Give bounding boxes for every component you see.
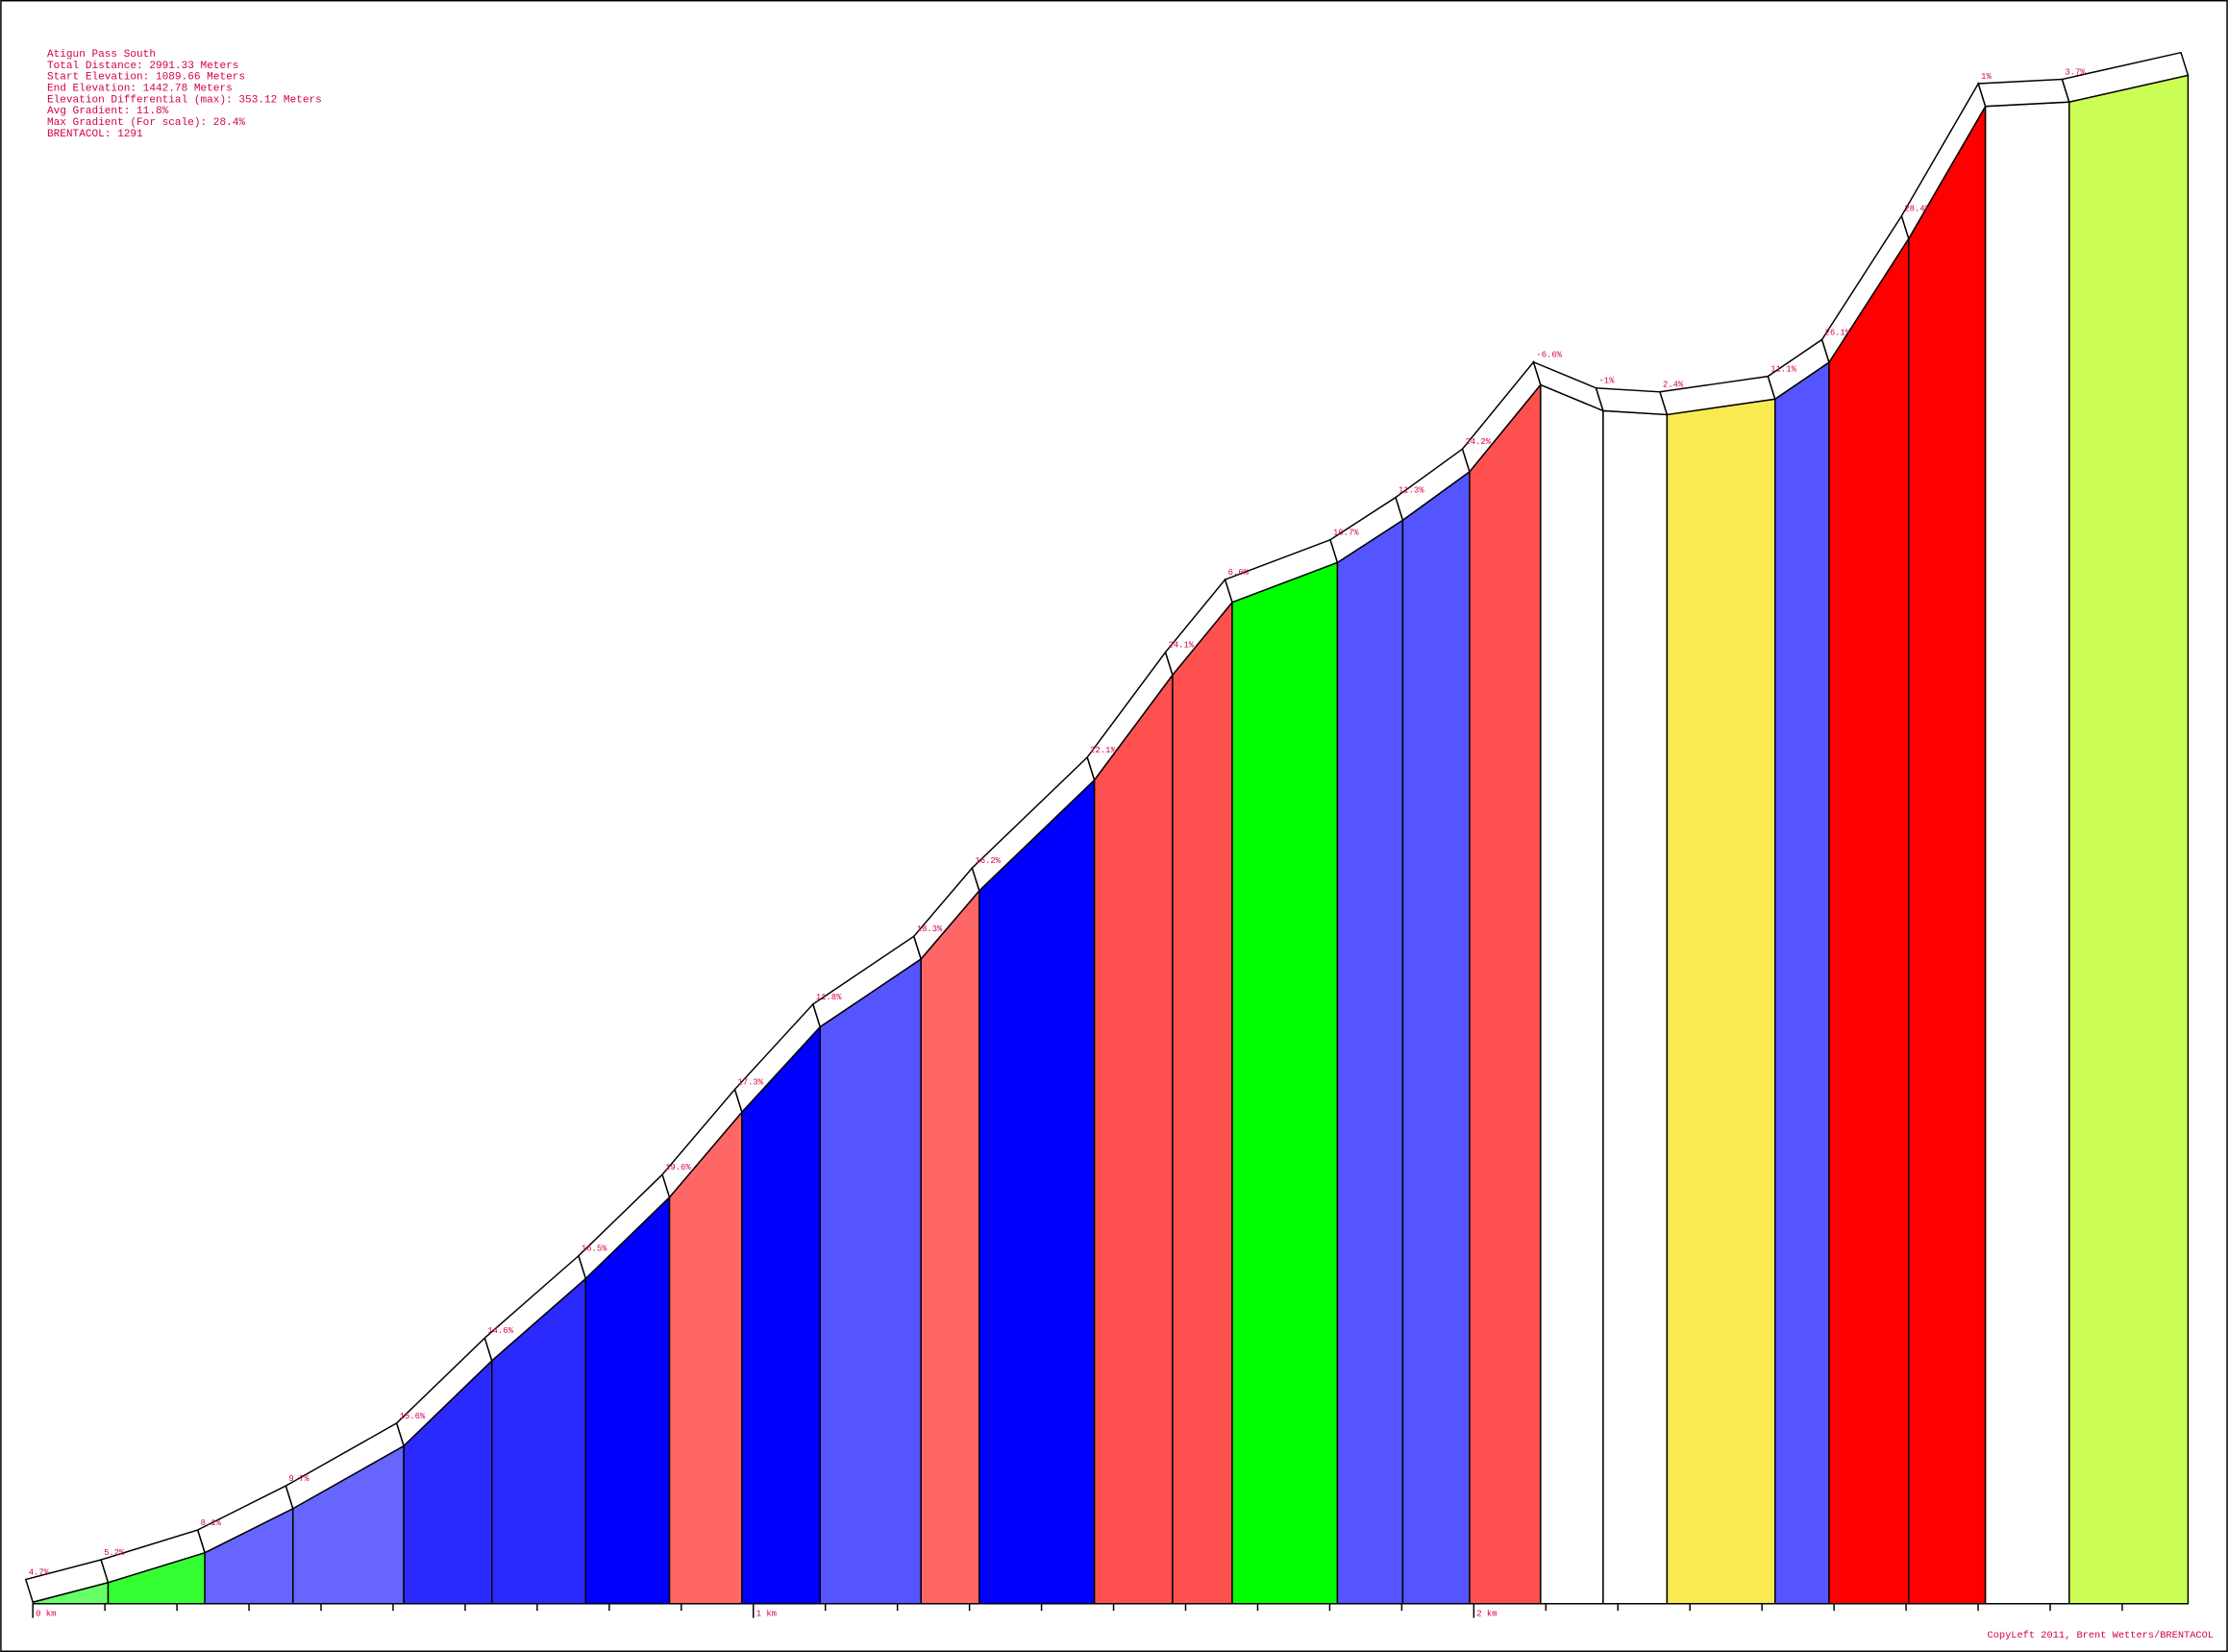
segment-label: 10.7%	[1333, 529, 1359, 538]
segment	[1401, 470, 1471, 1605]
segment	[1908, 103, 1987, 1605]
segment-label: 24.1%	[1169, 641, 1195, 651]
segment-label: 18.3%	[917, 925, 943, 934]
segment-label: 22.1%	[1090, 746, 1116, 755]
segment-label: -6.6%	[1536, 351, 1562, 360]
segment	[1666, 398, 1776, 1605]
x-tick-label: 1 km	[756, 1609, 777, 1618]
segment-label: 2.4%	[1663, 381, 1684, 390]
segment-band	[1595, 386, 1669, 416]
info-line: Elevation Differential (max): 353.12 Met…	[47, 94, 322, 106]
info-line: Total Distance: 2991.33 Meters	[47, 61, 238, 72]
segment-band	[2061, 51, 2190, 104]
segment-label: 16.5%	[582, 1245, 607, 1254]
segment-label: 14.6%	[487, 1326, 513, 1336]
segment-label: 15.6%	[400, 1412, 426, 1421]
segment	[1828, 235, 1910, 1605]
segment-label: 19.6%	[665, 1163, 691, 1172]
segment-label: 8.1%	[201, 1518, 222, 1528]
footer: CopyLeft 2011, Brent Wetters/BRENTACOL	[1987, 1630, 2214, 1641]
segment-label: 4.7%	[29, 1567, 50, 1577]
segment	[741, 1024, 821, 1605]
segment	[1172, 600, 1233, 1605]
info-line: Max Gradient (For scale): 28.4%	[47, 117, 245, 129]
segment	[2068, 74, 2190, 1605]
info-line: Start Elevation: 1089.66 Meters	[47, 72, 245, 84]
segment-label: 1%	[1981, 72, 1992, 82]
segment	[920, 888, 980, 1605]
segment	[1093, 673, 1174, 1605]
segment-label: 3.7%	[2065, 67, 2086, 77]
segment	[1602, 409, 1669, 1605]
segment	[1469, 382, 1542, 1605]
info-line: BRENTACOL: 1291	[47, 129, 143, 140]
segment	[978, 777, 1096, 1605]
x-tick-label: 2 km	[1476, 1609, 1497, 1618]
info-line: Avg Gradient: 11.8%	[47, 106, 169, 117]
segment	[1774, 360, 1830, 1605]
segment-band	[1977, 78, 2070, 108]
segment-label: 24.2%	[1465, 437, 1491, 447]
segment-label: 11.8%	[816, 993, 842, 1002]
segment-label: 26.1%	[1825, 328, 1851, 337]
chart-title: Atigun Pass South	[47, 49, 156, 61]
segment	[819, 957, 922, 1605]
segment-label: 5.2%	[104, 1548, 125, 1558]
info-line: End Elevation: 1442.78 Meters	[47, 84, 233, 95]
x-tick-label: 0 km	[36, 1609, 56, 1618]
segment	[1540, 383, 1604, 1605]
segment	[668, 1110, 743, 1605]
segment-label: 11.3%	[1399, 486, 1424, 496]
segment-label: 11.1%	[1770, 365, 1796, 375]
segment-label: -1%	[1598, 377, 1615, 386]
segment-label: 16.2%	[975, 856, 1001, 866]
segment	[1984, 101, 2070, 1605]
segment-label: 9.7%	[288, 1474, 309, 1484]
segment	[1336, 518, 1404, 1605]
segment-label: 28.4%	[1904, 205, 1930, 214]
segment-label: 6.6%	[1228, 568, 1250, 578]
segment-label: 17.3%	[737, 1077, 763, 1087]
segment	[1231, 561, 1339, 1605]
